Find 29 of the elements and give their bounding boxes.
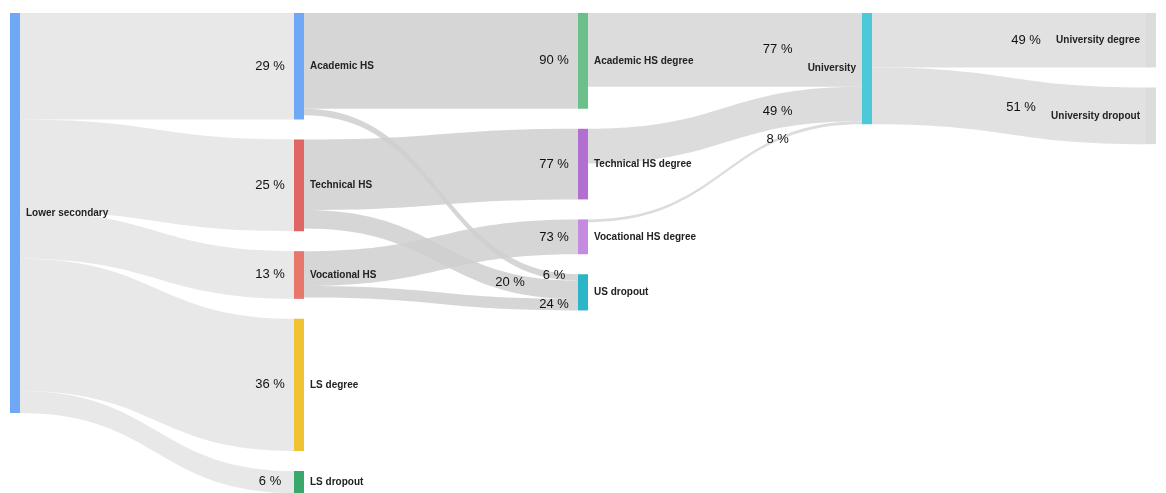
category-label: US dropout [594,286,650,298]
data-label: 90 % [539,52,570,68]
data-label: 49 % [762,102,793,118]
data-label: 6 % [542,267,566,283]
data-label: 8 % [766,130,790,146]
data-label: 77 % [539,155,570,171]
category-label: LS dropout [310,475,364,487]
category-label: LS degree [310,378,359,390]
data-label: 73 % [539,228,570,244]
category-label: Academic HS degree [594,54,694,66]
data-label: 24 % [539,296,570,312]
category-label: Vocational HS degree [594,230,697,242]
data-label: 6 % [258,472,282,488]
category-label: Technical HS degree [594,157,693,169]
category-label: Technical HS [310,179,373,191]
category-label: Vocational HS [310,268,377,280]
data-label: 77 % [762,41,793,57]
data-label: 36 % [255,375,286,391]
data-label: 25 % [255,176,286,192]
data-label: 13 % [255,266,286,282]
category-label: University degree [1056,33,1141,45]
data-label: 20 % [495,274,526,290]
data-label: 51 % [1006,99,1037,115]
category-label: University [807,62,857,74]
category-label: University dropout [1051,109,1141,121]
data-label: 49 % [1011,31,1042,47]
category-label: Lower secondary [26,206,109,218]
data-label: 29 % [255,57,286,73]
category-label: Academic HS [310,59,375,71]
